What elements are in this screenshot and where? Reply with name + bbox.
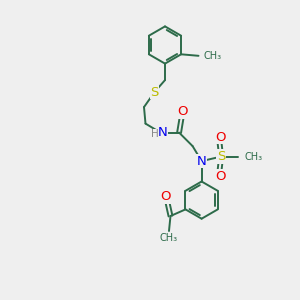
Text: S: S — [217, 150, 225, 163]
Text: CH₃: CH₃ — [204, 51, 222, 61]
Text: S: S — [150, 85, 159, 99]
Text: CH₃: CH₃ — [159, 232, 178, 243]
Text: N: N — [158, 126, 167, 139]
Text: O: O — [177, 105, 188, 118]
Text: N: N — [197, 154, 206, 168]
Text: H: H — [151, 129, 159, 139]
Text: CH₃: CH₃ — [244, 152, 262, 162]
Text: O: O — [161, 190, 171, 203]
Text: O: O — [215, 169, 226, 183]
Text: O: O — [215, 130, 226, 144]
